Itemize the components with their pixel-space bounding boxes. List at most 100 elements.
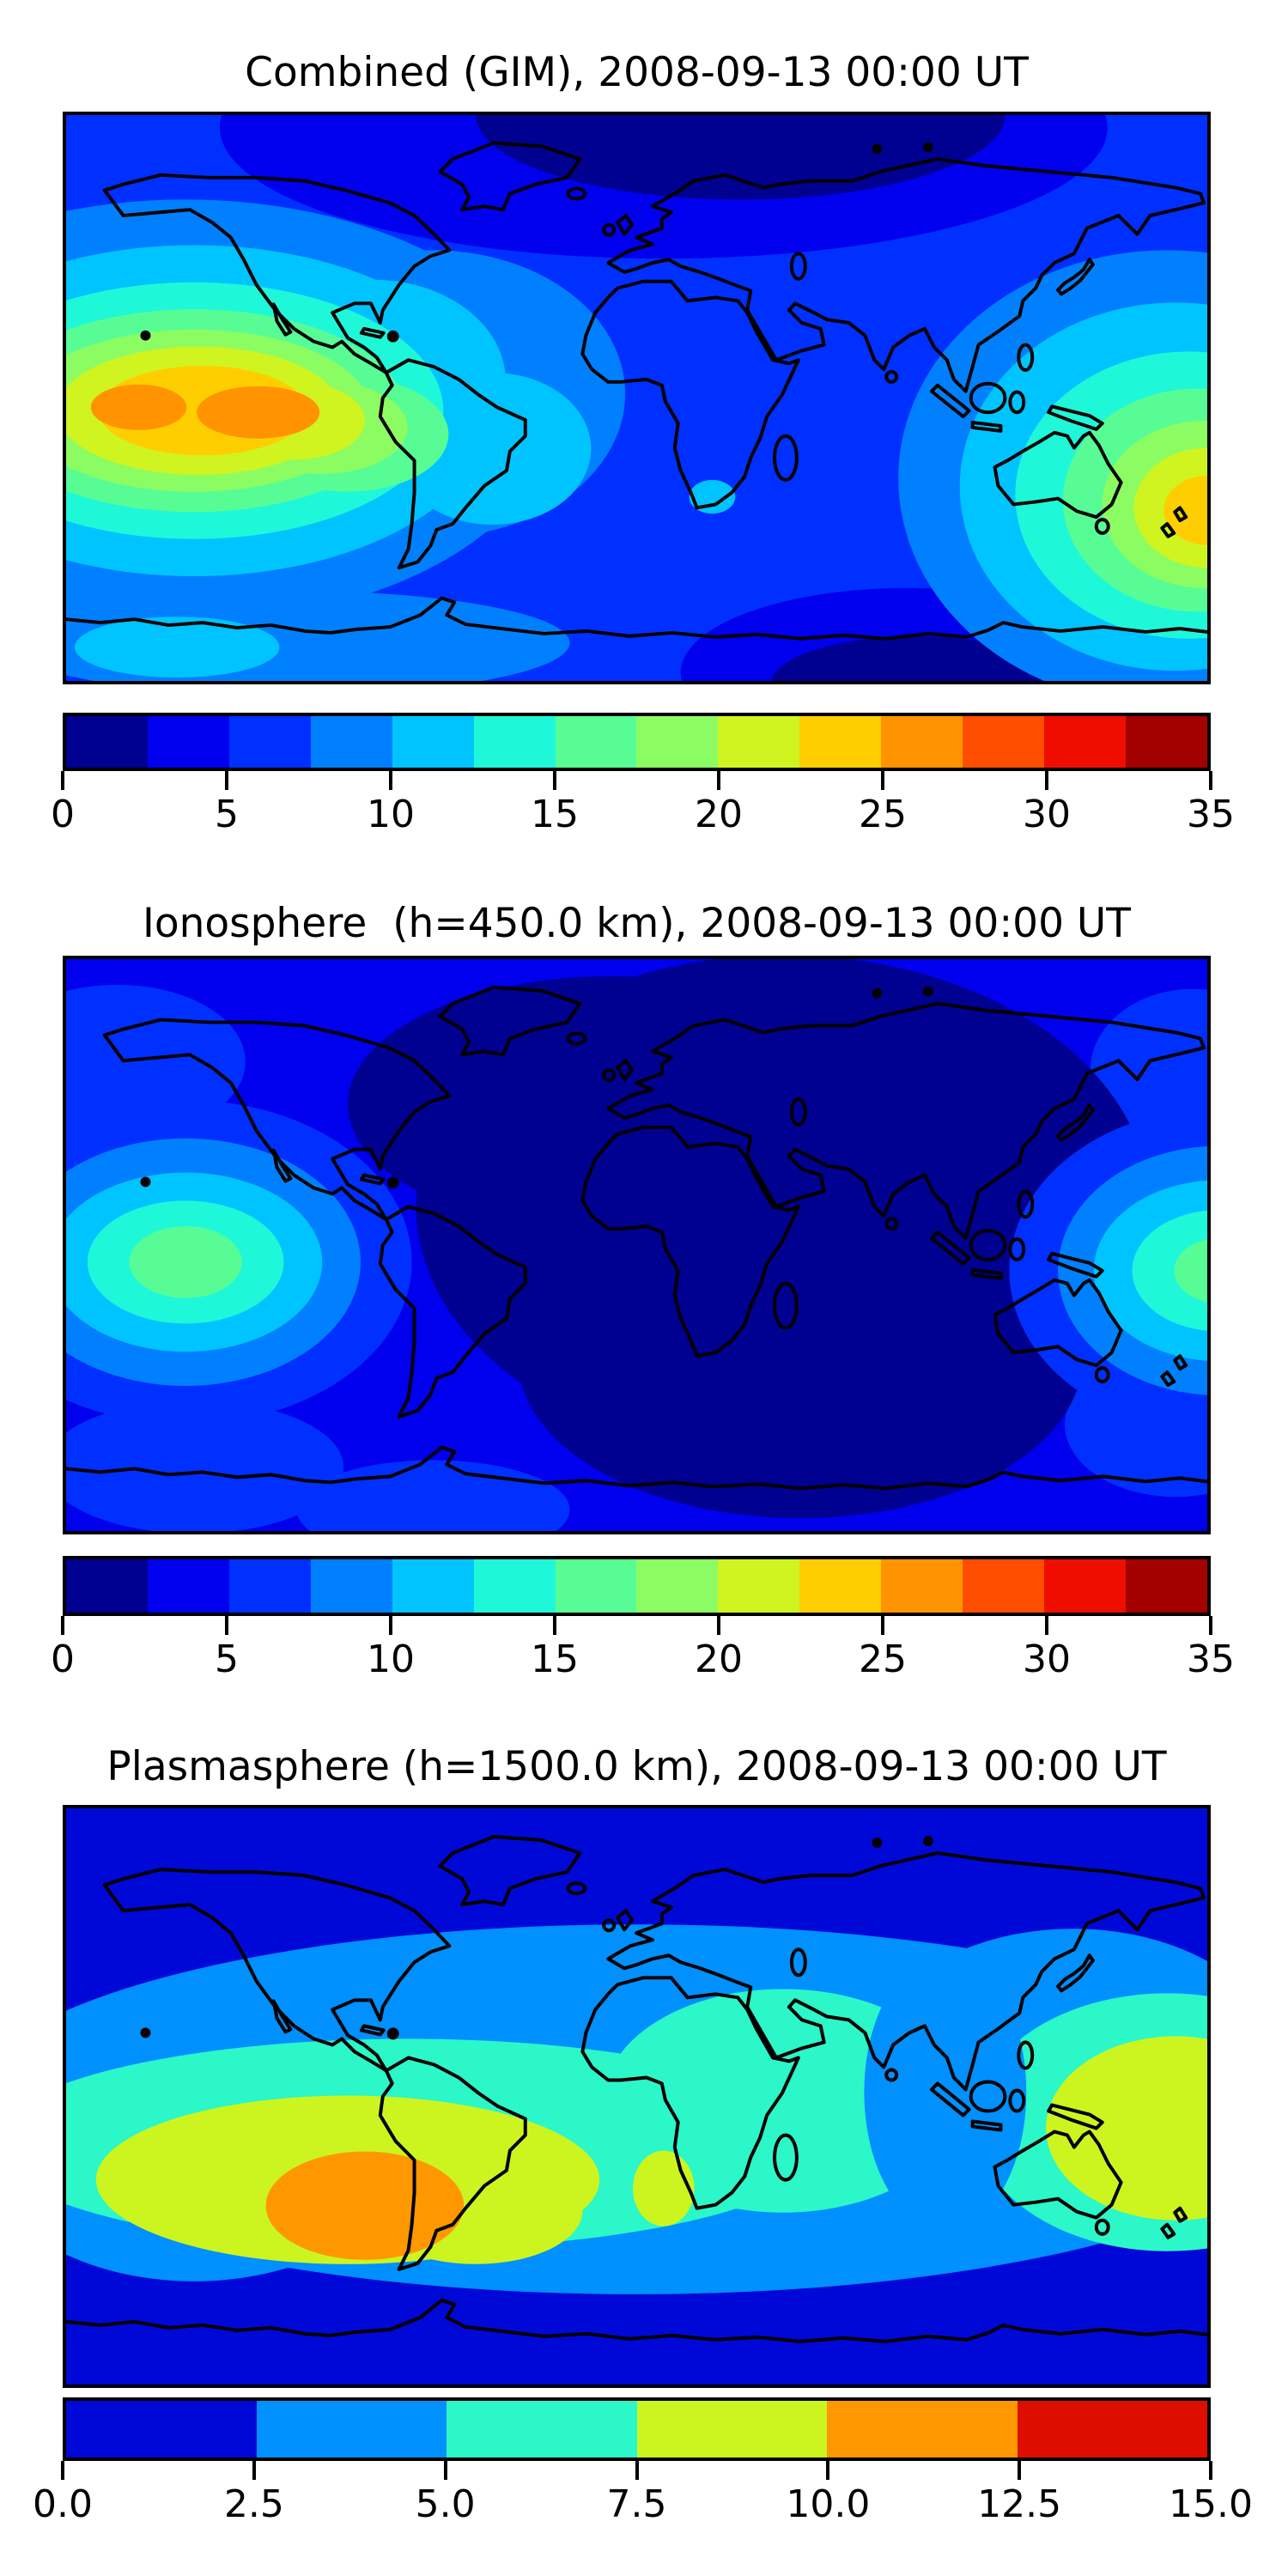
colorbar-segment [66, 2401, 257, 2458]
colorbar-segment [881, 1559, 963, 1613]
colorbar-labelrow: 0 5 10 15 20 25 30 35 [51, 793, 1235, 838]
colorbar-segment [1125, 1559, 1207, 1613]
colorbar-segment [636, 1559, 719, 1613]
colorbar-tick-label: 35 [1187, 1637, 1235, 1681]
colorbar-tick [717, 771, 720, 790]
colorbar-tick [553, 1616, 556, 1635]
colorbar-tick-label: 5.0 [415, 2482, 476, 2526]
colorbar-tick [635, 2461, 639, 2480]
colorbar-bar [63, 2397, 1211, 2461]
colorbar-segment [636, 716, 719, 768]
colorbar-segment [718, 1559, 800, 1613]
colorbar-tick-label: 10.0 [786, 2482, 871, 2526]
colorbar-tick-label: 15.0 [1169, 2482, 1253, 2526]
colorbar-segment [963, 1559, 1045, 1613]
panel-1-map [63, 112, 1211, 684]
colorbar-labelrow: 0 5 10 15 20 25 30 35 [51, 1637, 1235, 1683]
colorbar-tick-label: 10 [367, 1637, 415, 1681]
colorbar-bar [63, 713, 1211, 771]
colorbar-tick [826, 2461, 830, 2480]
colorbar-tick-label: 5 [215, 1637, 239, 1681]
colorbar-tickrow [61, 771, 1212, 792]
colorbar-segment [1044, 1559, 1126, 1613]
colorbar-segment [636, 2401, 827, 2458]
colorbar-tick-label: 0.0 [33, 2482, 93, 2526]
panel-1-colorbar: 0 5 10 15 20 25 30 35 [51, 713, 1235, 838]
colorbar-segment [473, 1559, 556, 1613]
panel-3-contour-field [66, 1808, 1207, 2385]
colorbar-tick-label: 0 [51, 793, 75, 836]
colorbar-tick [553, 771, 556, 790]
colorbar-tickrow [61, 2461, 1212, 2482]
colorbar-tick-label: 5 [215, 793, 239, 836]
colorbar-segment [799, 1559, 882, 1613]
panel-2-contour-field [66, 959, 1207, 1531]
colorbar-segment [147, 1559, 229, 1613]
colorbar-tick [61, 771, 64, 790]
colorbar-segment [310, 716, 392, 768]
colorbar-tick [717, 1616, 720, 1635]
colorbar-tick [389, 771, 392, 790]
colorbar-segment [473, 716, 556, 768]
colorbar-segment [1125, 716, 1207, 768]
panel-3-title: Plasmasphere (h=1500.0 km), 2008-09-13 0… [106, 1743, 1167, 1790]
colorbar-segment [799, 716, 882, 768]
colorbar-tick-label: 30 [1023, 793, 1071, 836]
panel-2-title: Ionosphere (h=450.0 km), 2008-09-13 00:0… [142, 900, 1132, 947]
colorbar-tick [1209, 2461, 1212, 2480]
colorbar-segment [392, 1559, 474, 1613]
colorbar-tick-label: 15 [531, 1637, 579, 1681]
colorbar-segment [392, 716, 474, 768]
colorbar-tick-label: 20 [695, 793, 743, 836]
colorbar-segment [447, 2401, 637, 2458]
colorbar-segment [66, 1559, 148, 1613]
colorbar-segment [718, 716, 800, 768]
colorbar-tick [225, 771, 228, 790]
panel-1-contour-field [66, 115, 1207, 681]
colorbar-tick [1045, 1616, 1048, 1635]
colorbar-tick [881, 771, 884, 790]
colorbar-tick-label: 10 [367, 793, 415, 836]
colorbar-tick-label: 20 [695, 1637, 743, 1681]
colorbar-segment [147, 716, 229, 768]
colorbar-segment [66, 716, 148, 768]
colorbar-segment [963, 716, 1045, 768]
colorbar-tick [1209, 1616, 1212, 1635]
colorbar-tick [252, 2461, 256, 2480]
colorbar-tick-label: 35 [1187, 793, 1235, 836]
colorbar-tick [61, 1616, 64, 1635]
colorbar-segment [310, 1559, 392, 1613]
colorbar-segment [256, 2401, 447, 2458]
colorbar-tick-label: 30 [1023, 1637, 1071, 1681]
colorbar-tickrow [61, 1616, 1212, 1637]
colorbar-tick [443, 2461, 447, 2480]
colorbar-tick [1209, 771, 1212, 790]
panel-1-title: Combined (GIM), 2008-09-13 00:00 UT [245, 49, 1029, 96]
colorbar-tick-label: 2.5 [223, 2482, 284, 2526]
colorbar-tick [1045, 771, 1048, 790]
colorbar-segment [555, 1559, 637, 1613]
panel-1-map-canvas [66, 115, 1207, 681]
colorbar-tick-label: 12.5 [977, 2482, 1062, 2526]
colorbar-tick-label: 25 [859, 1637, 907, 1681]
colorbar-tick-label: 7.5 [606, 2482, 667, 2526]
colorbar-tick [1018, 2461, 1022, 2480]
colorbar-labelrow: 0.0 2.5 5.0 7.5 10.0 12.5 15.0 [33, 2482, 1253, 2528]
panel-3-map-canvas [66, 1808, 1207, 2385]
colorbar-tick-label: 15 [531, 793, 579, 836]
colorbar-tick [61, 2461, 64, 2480]
panel-2-map-canvas [66, 959, 1207, 1531]
panel-3-colorbar: 0.0 2.5 5.0 7.5 10.0 12.5 15.0 [33, 2397, 1253, 2528]
panel-3-map [63, 1805, 1211, 2388]
colorbar-bar [63, 1556, 1211, 1616]
colorbar-segment [228, 716, 311, 768]
colorbar-segment [1017, 2401, 1207, 2458]
panel-2-colorbar: 0 5 10 15 20 25 30 35 [51, 1556, 1235, 1683]
colorbar-tick-label: 0 [51, 1637, 75, 1681]
colorbar-segment [1044, 716, 1126, 768]
panel-2-map [63, 956, 1211, 1534]
colorbar-segment [228, 1559, 311, 1613]
colorbar-tick [389, 1616, 392, 1635]
colorbar-segment [555, 716, 637, 768]
